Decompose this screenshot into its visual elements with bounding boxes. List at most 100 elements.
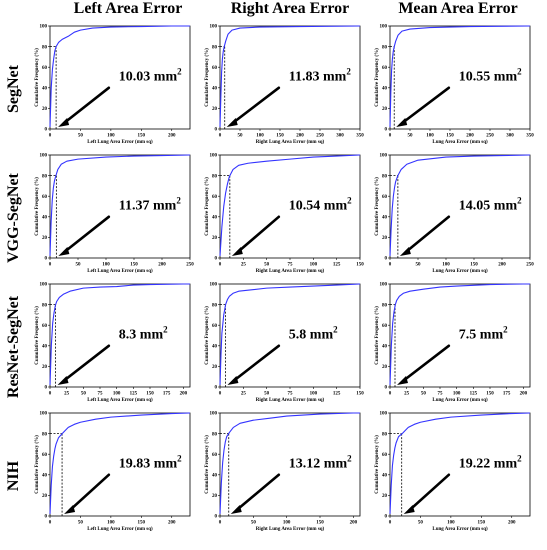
- y-tick-label: 100: [210, 412, 218, 417]
- y-tick-label: 100: [210, 283, 218, 288]
- x-tick-label: 0: [219, 263, 222, 268]
- arrow-head: [399, 247, 411, 256]
- y-tick-label: 80: [382, 432, 388, 437]
- annotation-label: 11.37 mm2: [119, 196, 182, 214]
- x-tick-label: 350: [356, 134, 364, 139]
- x-tick-label: 50: [264, 392, 270, 397]
- x-tick-label: 50: [418, 521, 424, 526]
- annotation-arrow: [396, 86, 451, 127]
- annotation-arrow: [58, 86, 111, 127]
- y-tick-label: 60: [212, 195, 218, 200]
- y-tick-label: 0: [45, 257, 48, 262]
- y-axis-label: Cumulative Frequency (%): [35, 306, 40, 365]
- y-axis-label: Cumulative Frequency (%): [375, 48, 380, 107]
- x-tick-label: 200: [350, 521, 358, 526]
- y-tick-label: 40: [212, 345, 218, 350]
- x-tick-label: 0: [49, 521, 52, 526]
- y-tick-label: 0: [45, 128, 48, 133]
- x-axis-label: Right Lung Area Error (mm sq): [256, 527, 325, 532]
- column-title-left: Left Area Error: [73, 0, 183, 17]
- arrow-shaft: [408, 473, 451, 512]
- arrow-head: [58, 247, 70, 256]
- plot-frame: [219, 412, 361, 517]
- chart-panel: 0 20 40 60 80 100 0 50 100 150 200 250 300 350 Right L…: [205, 25, 364, 145]
- x-tick-label: 75: [288, 263, 294, 268]
- x-tick-label: 0: [219, 392, 222, 397]
- plot-frame: [389, 154, 531, 259]
- y-axis-label: Cumulative Frequency (%): [35, 435, 40, 494]
- arrow-head: [397, 376, 408, 385]
- y-tick-label: 40: [382, 474, 388, 479]
- annotation-label: 19.22 mm2: [459, 454, 522, 472]
- y-axis-label: Cumulative Frequency (%): [375, 177, 380, 236]
- x-tick-label: 125: [333, 263, 341, 268]
- annotation-value: 13.12 mm: [289, 457, 348, 472]
- annotation-exponent: 2: [517, 454, 522, 464]
- row-title-nih: NIH: [5, 460, 22, 492]
- x-tick-label: 0: [389, 263, 392, 268]
- x-tick-label: 50: [76, 263, 82, 268]
- annotation-exponent: 2: [503, 325, 508, 335]
- cumulative-curve: [219, 25, 361, 127]
- x-tick-label: 150: [486, 392, 494, 397]
- arrow-head: [64, 505, 76, 514]
- chart-panel: 0 20 40 60 80 100 0 50 100 150 200 250 Left Lung Are…: [35, 154, 194, 274]
- y-tick-label: 0: [215, 257, 218, 262]
- x-tick-label: 250: [486, 134, 494, 139]
- annotation-value: 10.03 mm: [119, 70, 178, 85]
- annotation-exponent: 2: [517, 196, 522, 206]
- annotation-exponent: 2: [333, 325, 338, 335]
- x-tick-label: 0: [219, 521, 222, 526]
- row-title-resnet-segnet: ResNet-SegNet: [5, 295, 22, 399]
- annotation-arrow: [399, 215, 451, 256]
- x-tick-label: 200: [466, 134, 474, 139]
- annotation-value: 11.37 mm: [119, 199, 177, 214]
- y-tick-label: 100: [210, 154, 218, 159]
- x-axis-label: Lung Area Error (mm sq): [432, 140, 488, 145]
- annotation-value: 14.05 mm: [459, 199, 518, 214]
- plot-frame: [49, 412, 191, 517]
- x-axis-label: Right Lung Area Error (mm sq): [256, 398, 325, 403]
- cumulative-curve: [389, 154, 531, 256]
- x-tick-label: 100: [310, 392, 318, 397]
- annotation-arrow: [58, 215, 111, 256]
- row-title-vgg-segnet: VGG-SegNet: [5, 173, 22, 263]
- chart-panel: 0 20 40 60 80 100 0 50 100 150 200 250 300 350 Lung Ar…: [375, 25, 534, 145]
- x-axis-label: Left Lung Area Error (mm sq): [87, 527, 153, 532]
- y-tick-label: 0: [385, 386, 388, 391]
- chart-panel: 0 20 40 60 80 100 0 25 50 75 100 125 150 Right Lung A…: [205, 283, 364, 403]
- y-tick-label: 100: [380, 412, 388, 417]
- y-tick-label: 40: [42, 474, 48, 479]
- x-tick-label: 150: [146, 392, 154, 397]
- x-tick-label: 200: [180, 392, 188, 397]
- x-tick-label: 125: [130, 392, 138, 397]
- y-tick-label: 80: [42, 303, 48, 308]
- cumulative-curve: [219, 154, 361, 256]
- arrow-shaft: [231, 86, 281, 125]
- arrow-shaft: [235, 473, 281, 512]
- y-axis-label: Cumulative Frequency (%): [35, 177, 40, 236]
- annotation-label: 19.83 mm2: [119, 454, 182, 472]
- y-tick-label: 0: [385, 128, 388, 133]
- y-tick-label: 40: [42, 216, 48, 221]
- x-axis-label: Left Lung Area Error (mm sq): [87, 140, 153, 145]
- x-tick-label: 100: [256, 134, 264, 139]
- arrow-shaft: [62, 86, 111, 125]
- x-tick-label: 150: [356, 263, 364, 268]
- x-axis-label: Lung Area Error (mm sq): [432, 269, 488, 274]
- cumulative-curve: [389, 25, 531, 127]
- cumulative-curve: [389, 412, 531, 514]
- x-tick-label: 250: [316, 134, 324, 139]
- annotation-value: 11.83 mm: [289, 70, 347, 85]
- cumulative-curve: [49, 283, 190, 385]
- x-tick-label: 300: [506, 134, 514, 139]
- x-tick-label: 125: [333, 392, 341, 397]
- annotation-arrow: [231, 215, 281, 256]
- x-axis-label: Right Lung Area Error (mm sq): [256, 269, 325, 274]
- x-tick-label: 150: [356, 392, 364, 397]
- x-tick-label: 0: [389, 134, 392, 139]
- chart-panel: 0 20 40 60 80 100 0 50 100 150 200 250 Lung Area Err…: [375, 154, 534, 274]
- plot-frame: [219, 25, 361, 130]
- x-tick-label: 150: [138, 521, 146, 526]
- y-tick-label: 80: [382, 303, 388, 308]
